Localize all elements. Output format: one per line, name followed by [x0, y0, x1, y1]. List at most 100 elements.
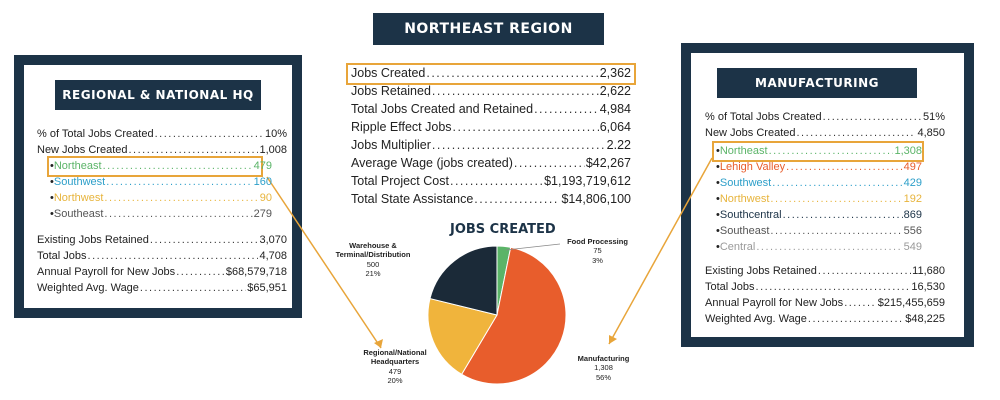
pie-label-hq-value: 479 [388, 366, 402, 376]
pie-slice-warehouse-terminal-distribution [429, 245, 498, 316]
stat-value: 429 [903, 177, 922, 189]
stat-value: 10% [264, 128, 287, 140]
pie-label-warehouse-name: Warehouse & Terminal/Distribution [335, 241, 411, 260]
stat-label: Existing Jobs Retained [37, 234, 149, 246]
stat-value: 556 [903, 225, 922, 237]
center-row: Total State Assistance $14,806,100 [351, 192, 631, 206]
stat-label: Lehigh Valley [719, 161, 786, 173]
right-bottom-row: Total Jobs 16,530 [705, 281, 945, 293]
bullet-icon: • [716, 161, 720, 173]
pie-label-manufacturing-pct: 56% [595, 372, 611, 382]
right-bottom-row: Annual Payroll for New Jobs $215,455,659 [705, 297, 945, 309]
dot-leader [432, 84, 599, 98]
right-new-jobs-row: New Jobs Created 4,850 [705, 127, 945, 139]
stat-value: $48,225 [905, 313, 945, 325]
pie-label-hq: Regional/National Headquarters 479 20% [355, 348, 435, 386]
dot-leader [88, 250, 259, 262]
stat-value: 16,530 [911, 281, 945, 293]
right-region-row: •Southeast 556 [716, 225, 922, 237]
left-region-row: •Southwest 160 [50, 176, 272, 188]
right-region-row: •Southwest 429 [716, 177, 922, 189]
dot-leader [534, 102, 599, 116]
dot-leader [129, 144, 259, 156]
jobs-created-chart-title: JOBS CREATED [450, 222, 556, 237]
left-region-row: •Northwest 90 [50, 192, 272, 204]
stat-label: Annual Payroll for New Jobs [37, 266, 176, 278]
stat-label: % of Total Jobs Created [705, 111, 822, 123]
stat-label: Northeast [719, 145, 768, 157]
pie-label-warehouse-pct: 21% [365, 269, 381, 279]
right-region-row: •Southcentral 869 [716, 209, 922, 221]
pie-label-manufacturing-value: 1,308 [594, 363, 613, 373]
pie-label-hq-pct: 20% [387, 376, 403, 386]
dot-leader [772, 177, 902, 189]
stat-value: $215,455,659 [877, 297, 945, 309]
stat-value: 869 [903, 209, 922, 221]
stat-value: $68,579,718 [225, 266, 287, 278]
bullet-icon: • [716, 225, 720, 237]
bullet-icon: • [50, 176, 54, 188]
stat-value: 90 [259, 192, 272, 204]
left-bottom-row: Annual Payroll for New Jobs $68,579,718 [37, 266, 287, 278]
stat-label: Central [719, 241, 756, 253]
center-row: Total Project Cost $1,193,719,612 [351, 174, 631, 188]
pie-label-hq-name: Regional/National Headquarters [363, 348, 427, 367]
stat-value: 279 [253, 208, 272, 220]
pie-label-manufacturing-name: Manufacturing [577, 354, 630, 363]
stat-label: Southcentral [719, 209, 782, 221]
stat-value: $1,193,719,612 [544, 174, 631, 188]
dot-leader [426, 66, 598, 80]
right-arrowhead [609, 335, 617, 344]
left-arrowhead [374, 339, 383, 348]
stat-label: Jobs Multiplier [351, 138, 431, 152]
bullet-icon: • [50, 192, 54, 204]
stat-value: $42,267 [585, 156, 631, 170]
stat-value: 6,064 [599, 120, 631, 134]
dot-leader [140, 282, 246, 294]
stat-value: 2.22 [606, 138, 631, 152]
dot-leader [783, 209, 903, 221]
bullet-icon: • [716, 145, 720, 157]
food-processing-leader-line [505, 243, 561, 251]
dot-leader [823, 111, 922, 123]
dot-leader [797, 127, 917, 139]
center-row: Ripple Effect Jobs 6,064 [351, 120, 631, 134]
stat-value: 192 [903, 193, 922, 205]
right-region-row: •Lehigh Valley 497 [716, 161, 922, 173]
northeast-region-title: NORTHEAST REGION [373, 13, 604, 45]
dot-leader [106, 176, 252, 188]
pie-label-warehouse: Warehouse & Terminal/Distribution 500 21… [318, 241, 428, 279]
stat-label: Weighted Avg. Wage [705, 313, 807, 325]
stat-label: Southeast [719, 225, 770, 237]
stat-value: 4,984 [599, 102, 631, 116]
stat-label: Total Jobs [705, 281, 755, 293]
left-bottom-row: Total Jobs 4,708 [37, 250, 287, 262]
right-bottom-row: Weighted Avg. Wage $48,225 [705, 313, 945, 325]
stat-value: 2,362 [599, 66, 631, 80]
dot-leader [150, 234, 259, 246]
stat-label: Northwest [719, 193, 770, 205]
manufacturing-title: MANUFACTURING [717, 68, 917, 98]
dot-leader [176, 266, 225, 278]
regional-hq-title: REGIONAL & NATIONAL HQ [55, 80, 261, 110]
left-region-row: •Southeast 279 [50, 208, 272, 220]
stat-label: Jobs Created [351, 66, 426, 80]
stat-label: Ripple Effect Jobs [351, 120, 452, 134]
stat-label: Existing Jobs Retained [705, 265, 817, 277]
stat-value: 51% [922, 111, 945, 123]
left-pct-row: % of Total Jobs Created 10% [37, 128, 287, 140]
center-row: Jobs Retained 2,622 [351, 84, 631, 98]
right-pct-row: % of Total Jobs Created 51% [705, 111, 945, 123]
bullet-icon: • [716, 209, 720, 221]
dot-leader [453, 120, 599, 134]
dot-leader [155, 128, 264, 140]
stat-value: 11,680 [912, 265, 945, 277]
stat-label: New Jobs Created [705, 127, 796, 139]
stat-label: Northeast [53, 160, 102, 172]
dot-leader [450, 174, 543, 188]
dot-leader [104, 192, 258, 204]
dot-leader [103, 160, 253, 172]
bullet-icon: • [716, 193, 720, 205]
dot-leader [756, 281, 911, 293]
pie-label-food: Food Processing 75 3% [560, 237, 635, 265]
